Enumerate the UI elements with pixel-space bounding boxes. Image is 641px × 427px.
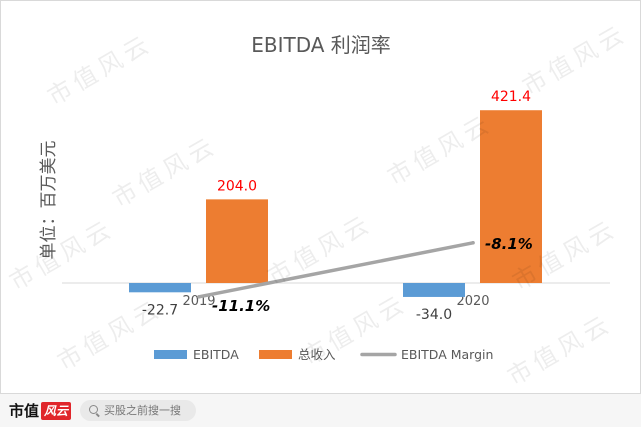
legend-label-ebitda-margin: EBITDA Margin [401,347,493,362]
bar-total-revenue-2019 [206,199,268,283]
data-label-total-revenue-2020: 421.4 [491,89,531,105]
y-axis-label: 单位：百万美元 [39,141,59,260]
data-label-ebitda-margin-2020: -8.1% [485,235,533,253]
legend-item-ebitda-margin: EBITDA Margin [360,347,493,362]
chart-marks: 2019 2020 -22.7 -34.0 204.0 421.4 -11.1% -8.1% [62,89,610,323]
legend-label-total-revenue: 总收入 [298,347,336,362]
category-label-2020: 2020 [456,294,489,309]
bar-ebitda-2020 [403,283,465,297]
chart-panel: EBITDA 利润率 单位：百万美元 2019 2020 -22.7 -34.0 204… [0,0,641,394]
legend-swatch-ebitda [154,350,187,359]
legend-swatch-total-revenue [259,350,292,359]
data-label-total-revenue-2019: 204.0 [217,178,257,194]
chart-svg: EBITDA 利润率 单位：百万美元 2019 2020 -22.7 -34.0 204… [0,0,641,394]
line-ebitda-margin [197,241,475,299]
bar-total-revenue-2020 [480,110,542,283]
data-label-ebitda-2020: -34.0 [416,307,452,323]
point-ebitda-margin-2020 [471,241,475,245]
point-ebitda-margin-2019 [197,295,201,299]
legend-item-total-revenue: 总收入 [259,347,336,362]
logo-text-accent: 风云 [41,402,72,420]
chart-title: EBITDA 利润率 [251,33,391,57]
chart-frame [0,0,641,394]
footer-bar: 市值 风云 买股之前搜一搜 [0,394,641,427]
data-label-ebitda-2019: -22.7 [142,302,178,318]
search-box[interactable]: 买股之前搜一搜 [80,400,196,421]
legend-label-ebitda: EBITDA [193,347,239,362]
bar-ebitda-2019 [129,283,191,293]
legend-item-ebitda: EBITDA [154,347,239,362]
data-label-ebitda-margin-2019: -11.1% [212,297,270,315]
search-icon [89,405,98,414]
search-placeholder: 买股之前搜一搜 [104,404,181,417]
category-label-2019: 2019 [182,294,215,309]
logo-text-primary: 市值 [9,402,40,420]
legend: EBITDA 总收入 EBITDA Margin [154,347,493,362]
brand-logo[interactable]: 市值 风云 [9,401,72,421]
